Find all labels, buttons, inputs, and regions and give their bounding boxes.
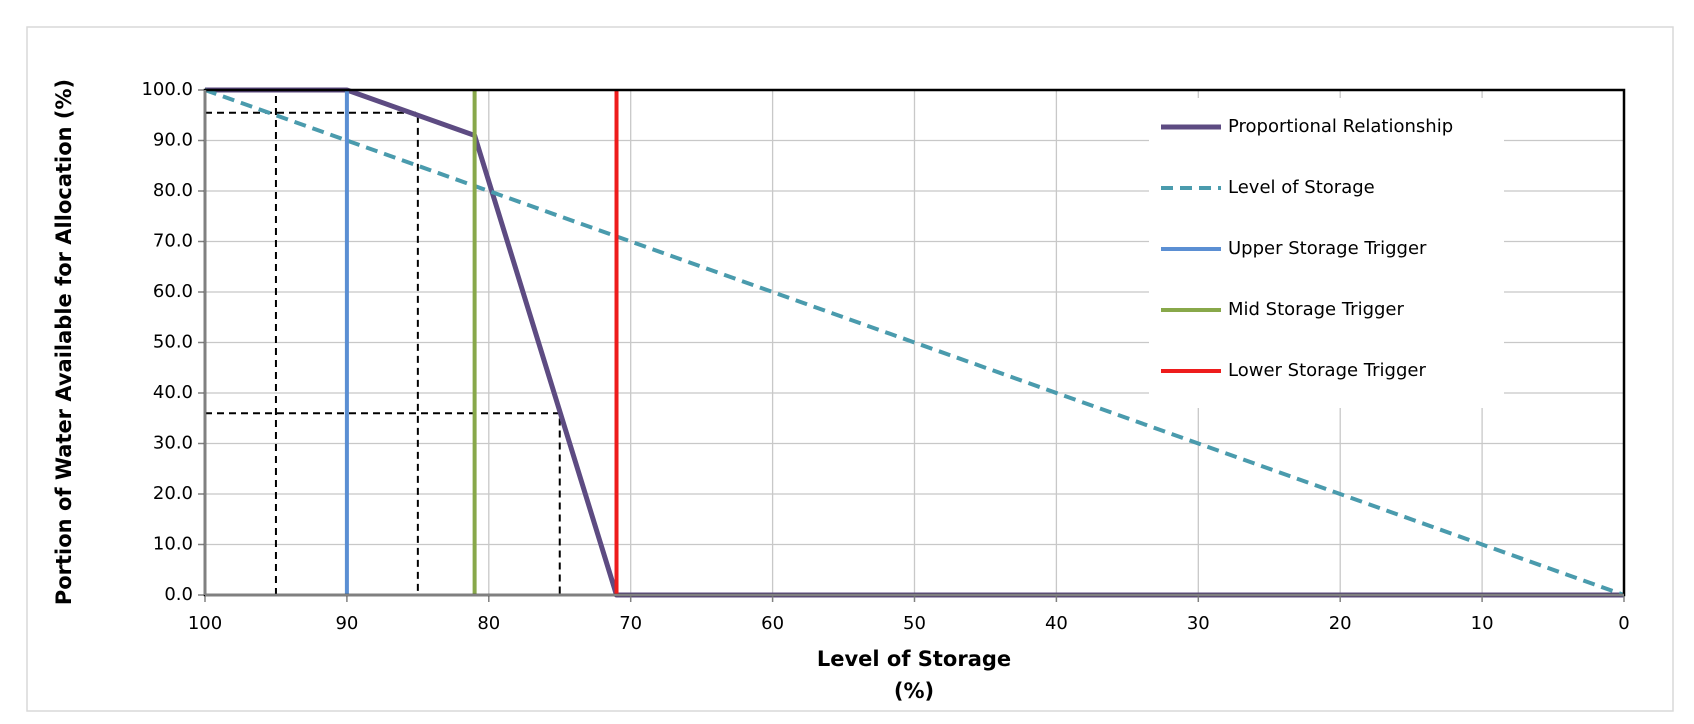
y-tick-label: 10.0	[153, 534, 193, 555]
y-tick-label: 20.0	[153, 483, 193, 504]
y-tick-label: 60.0	[153, 281, 193, 302]
legend-label: Mid Storage Trigger	[1228, 299, 1405, 320]
series-line	[205, 111, 419, 595]
x-tick-label: 50	[903, 613, 926, 634]
y-tick-label: 100.0	[141, 79, 193, 100]
x-tick-label: 40	[1045, 613, 1068, 634]
x-tick-label: 10	[1471, 613, 1494, 634]
legend-label: Upper Storage Trigger	[1228, 238, 1427, 259]
y-tick-label: 50.0	[153, 332, 193, 353]
legend-label: Proportional Relationship	[1228, 116, 1453, 137]
x-tick-label: 30	[1187, 613, 1210, 634]
y-tick-label: 80.0	[153, 180, 193, 201]
x-tick-label: 60	[761, 613, 784, 634]
x-tick-label: 70	[619, 613, 642, 634]
x-axis-title: Level of Storage	[817, 647, 1011, 671]
x-axis-title: (%)	[894, 679, 934, 703]
y-axis-title: Portion of Water Available for Allocatio…	[52, 79, 76, 605]
axes: 0.0 10.0 20.0 30.0 40.0 50.0 60.0 70.0 80.0 90.0 1…	[141, 79, 1629, 634]
x-tick-label: 100	[188, 613, 222, 634]
y-tick-label: 30.0	[153, 433, 193, 454]
series-line	[204, 88, 1625, 597]
y-tick-label: 40.0	[153, 382, 193, 403]
x-tick-label: 0	[1618, 613, 1629, 634]
legend: Proportional Relationship Level of Storag…	[1149, 98, 1504, 408]
legend-label: Lower Storage Trigger	[1228, 360, 1426, 381]
legend-label: Level of Storage	[1228, 177, 1375, 198]
y-tick-label: 90.0	[153, 130, 193, 151]
y-tick-label: 0.0	[164, 584, 193, 605]
x-tick-label: 20	[1329, 613, 1352, 634]
x-tick-label: 80	[477, 613, 500, 634]
legend-box	[1149, 98, 1504, 408]
x-tick-label: 90	[335, 613, 358, 634]
y-tick-label: 70.0	[153, 231, 193, 252]
